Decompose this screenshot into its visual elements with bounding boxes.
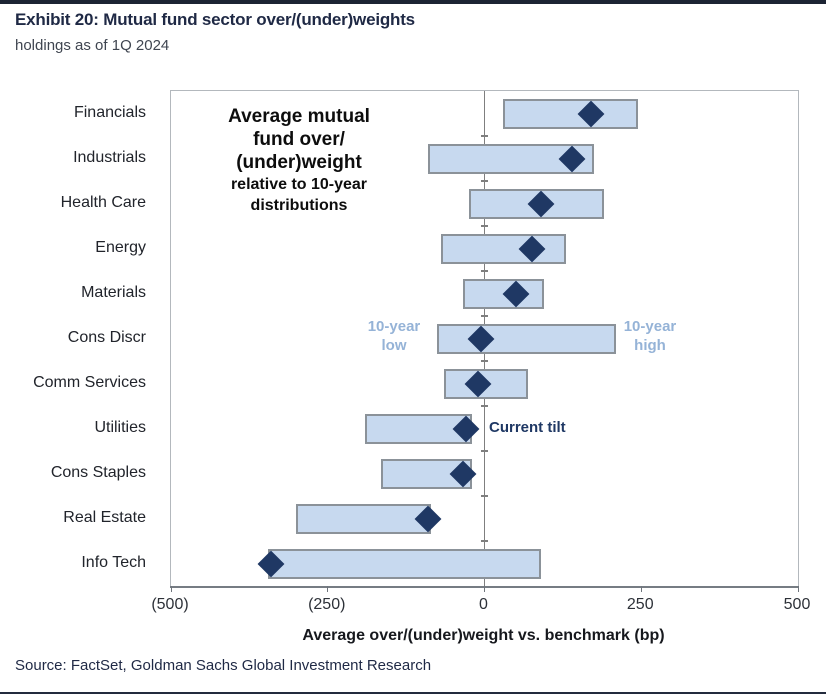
category-axis-tick bbox=[480, 135, 488, 137]
plot-area: Average mutual fund over/(under)weight rel… bbox=[170, 90, 799, 592]
x-axis-tick bbox=[797, 586, 799, 592]
category-axis-tick bbox=[480, 540, 488, 542]
annotation-line: fund over/ bbox=[253, 129, 345, 150]
category-axis-tick bbox=[480, 450, 488, 452]
x-axis-tick-label: 0 bbox=[479, 596, 488, 613]
x-axis-tick bbox=[484, 586, 485, 592]
annotation-line: relative to 10-year bbox=[230, 176, 368, 193]
range-bar bbox=[440, 233, 566, 264]
y-axis-label: Real Estate bbox=[63, 508, 146, 526]
annotation-line: distributions bbox=[250, 197, 348, 214]
range-bar bbox=[437, 323, 617, 354]
y-axis-label: Cons Staples bbox=[50, 463, 146, 481]
x-axis-tick-labels: (500) (250) 0 250 500 bbox=[151, 596, 810, 618]
category-axis-tick bbox=[480, 270, 488, 272]
y-axis-label: Health Care bbox=[60, 193, 146, 211]
ten-year-low-label: 10-year low bbox=[367, 318, 421, 354]
range-bar bbox=[268, 548, 541, 579]
x-axis-tick bbox=[170, 586, 172, 592]
x-axis-title: Average over/(under)weight vs. benchmark… bbox=[302, 627, 665, 644]
exhibit-subtitle: holdings as of 1Q 2024 bbox=[15, 37, 170, 54]
y-axis-label: Financials bbox=[73, 103, 146, 121]
exhibit-title: Exhibit 20: Mutual fund sector over/(und… bbox=[15, 10, 415, 29]
top-divider-rule bbox=[0, 0, 826, 4]
range-bar bbox=[462, 278, 545, 309]
y-axis-label: Cons Discr bbox=[67, 328, 146, 346]
category-axis-tick bbox=[480, 405, 488, 407]
category-axis-tick bbox=[480, 180, 488, 182]
chart-annotation-main: Average mutual fund over/(under)weight rel… bbox=[179, 105, 419, 216]
category-axis-tick bbox=[480, 225, 488, 227]
current-tilt-label: Current tilt bbox=[489, 419, 566, 436]
category-axis-tick bbox=[480, 360, 488, 362]
y-axis-labels: Financials Industrials Health Care Energy Ma… bbox=[0, 90, 158, 585]
annotation-line: Average mutual bbox=[228, 106, 370, 127]
x-axis-tick bbox=[640, 586, 642, 592]
bottom-divider-rule bbox=[0, 692, 826, 694]
y-axis-label: Comm Services bbox=[33, 373, 146, 391]
y-axis-label: Industrials bbox=[73, 148, 146, 166]
range-bar bbox=[296, 503, 432, 534]
range-bar bbox=[503, 98, 639, 129]
source-attribution: Source: FactSet, Goldman Sachs Global In… bbox=[15, 657, 432, 674]
category-axis-tick bbox=[480, 315, 488, 317]
x-axis-tick-label: (250) bbox=[308, 596, 346, 613]
x-axis-tick-label: (500) bbox=[151, 596, 189, 613]
y-axis-label: Materials bbox=[81, 283, 146, 301]
y-axis-label: Utilities bbox=[94, 418, 146, 436]
x-axis-tick bbox=[327, 586, 329, 592]
y-axis-label: Info Tech bbox=[81, 553, 146, 571]
annotation-line: (under)weight bbox=[236, 152, 362, 173]
x-axis-tick-label: 500 bbox=[783, 596, 811, 613]
x-axis-tick-label: 250 bbox=[626, 596, 654, 613]
category-axis-tick bbox=[480, 495, 488, 497]
y-axis-label: Energy bbox=[95, 238, 146, 256]
ten-year-high-label: 10-year high bbox=[623, 318, 677, 354]
